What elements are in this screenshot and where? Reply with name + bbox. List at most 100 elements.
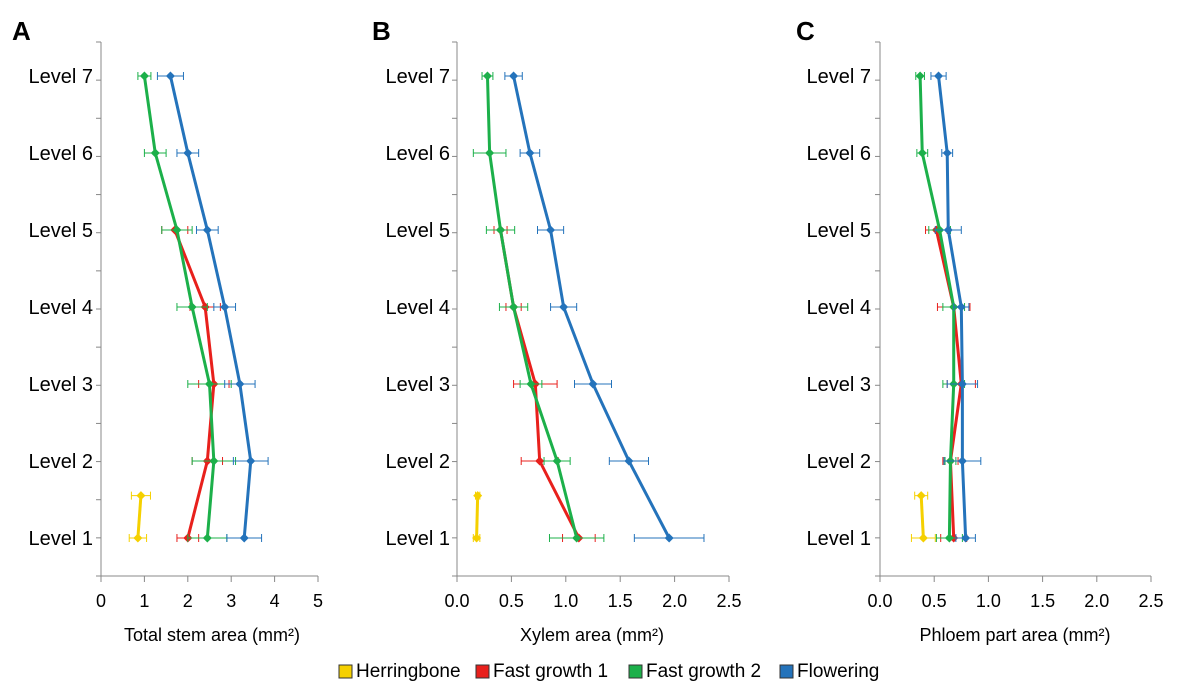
data-point — [482, 71, 492, 81]
legend-swatch — [779, 664, 794, 679]
data-point — [220, 302, 230, 312]
series-flowering — [930, 71, 982, 543]
category-label: Level 6 — [807, 143, 872, 165]
data-point — [205, 379, 214, 389]
category-label: Level 1 — [807, 528, 872, 550]
data-point — [496, 225, 506, 235]
data-point — [956, 302, 966, 312]
x-tick-label: 0 — [96, 591, 106, 611]
legend-item-herringbone: Herringbone — [338, 661, 461, 682]
data-point — [202, 533, 212, 543]
data-point — [509, 71, 519, 81]
x-tick-label: 4 — [270, 591, 280, 611]
series-fast-growth-2 — [137, 71, 237, 543]
series-herringbone — [128, 491, 151, 543]
x-tick-label: 3 — [226, 591, 236, 611]
legend-label: Fast growth 1 — [493, 661, 608, 682]
data-point — [485, 148, 495, 158]
data-point — [934, 71, 944, 81]
category-label: Level 2 — [807, 451, 872, 473]
data-point — [559, 302, 569, 312]
x-tick-label: 1 — [139, 591, 149, 611]
legend-label: Herringbone — [356, 661, 461, 682]
x-tick-label: 2.5 — [1138, 591, 1163, 611]
x-tick-label: 2.0 — [1084, 591, 1109, 611]
data-point — [473, 491, 483, 501]
category-label: Level 3 — [29, 374, 94, 396]
category-label: Level 3 — [386, 374, 451, 396]
category-label: Level 2 — [386, 451, 451, 473]
data-point — [942, 148, 952, 158]
data-point — [957, 456, 967, 466]
category-label: Level 4 — [807, 297, 872, 319]
legend-swatch — [338, 664, 353, 679]
data-point — [588, 379, 598, 389]
x-tick-label: 0.5 — [499, 591, 524, 611]
legend-item-flowering: Flowering — [779, 661, 879, 682]
data-point — [572, 533, 582, 543]
x-tick-label: 2 — [183, 591, 193, 611]
data-point — [918, 533, 928, 543]
data-point — [133, 533, 143, 543]
category-label: Level 6 — [386, 143, 451, 165]
data-point — [235, 379, 245, 389]
category-label: Level 2 — [29, 451, 94, 473]
data-point — [472, 533, 482, 543]
category-label: Level 6 — [29, 143, 94, 165]
category-label: Level 7 — [386, 66, 451, 88]
category-label: Level 7 — [807, 66, 872, 88]
panel-c: C 0.0 0.5 1.0 1.5 2.0 2.5 Phloem part area (mm²… — [796, 16, 1164, 645]
panel-letter: C — [796, 16, 815, 46]
data-point — [183, 148, 193, 158]
data-point — [961, 533, 971, 543]
panel-b: B 0.0 0.5 1.0 1.5 2.0 2.5 Xylem area (mm²) Level… — [372, 16, 742, 645]
data-point — [546, 225, 556, 235]
series-flowering — [156, 71, 269, 543]
x-tick-label: 5 — [313, 591, 323, 611]
data-point — [917, 148, 927, 158]
panel-a: A 0 1 2 3 4 5 Total stem area (mm²) Level 1 Level… — [12, 16, 323, 645]
legend-swatch — [475, 664, 490, 679]
data-point — [525, 148, 535, 158]
data-point — [139, 71, 149, 81]
x-tick-label: 2.0 — [662, 591, 687, 611]
data-point — [957, 379, 967, 389]
data-point — [944, 533, 954, 543]
series-herringbone — [472, 491, 483, 543]
data-point — [916, 491, 926, 501]
series-line — [136, 495, 143, 539]
category-label: Level 5 — [807, 220, 872, 242]
category-label: Level 5 — [29, 220, 94, 242]
data-point — [136, 491, 146, 501]
legend-item-fast-growth-2: Fast growth 2 — [628, 661, 761, 682]
data-point — [165, 71, 175, 81]
x-tick-label: 1.0 — [976, 591, 1001, 611]
category-label: Level 1 — [386, 528, 451, 550]
data-point — [209, 456, 219, 466]
data-point — [664, 533, 674, 543]
x-tick-label: 1.0 — [553, 591, 578, 611]
x-tick-label: 2.5 — [716, 591, 741, 611]
series-line — [475, 495, 480, 539]
x-tick-label: 1.5 — [608, 591, 633, 611]
series-line — [919, 495, 925, 539]
x-axis-title: Total stem area (mm²) — [124, 625, 300, 645]
data-point — [535, 456, 545, 466]
x-tick-label: 1.5 — [1030, 591, 1055, 611]
legend-item-fast-growth-1: Fast growth 1 — [475, 661, 608, 682]
data-point — [246, 456, 256, 466]
data-point — [187, 302, 197, 312]
data-point — [172, 225, 182, 235]
data-point — [509, 302, 519, 312]
data-point — [943, 225, 953, 235]
legend-swatch — [628, 664, 643, 679]
series-line — [512, 75, 671, 539]
legend-group: Herringbone Fast growth 1 Fast growth 2 Flo… — [338, 661, 879, 682]
x-tick-label: 0.0 — [444, 591, 469, 611]
series-fast-growth-2 — [472, 71, 605, 543]
data-point — [552, 456, 562, 466]
x-axis-title: Phloem part area (mm²) — [919, 625, 1110, 645]
legend-label: Flowering — [797, 661, 879, 682]
category-label: Level 3 — [807, 374, 872, 396]
